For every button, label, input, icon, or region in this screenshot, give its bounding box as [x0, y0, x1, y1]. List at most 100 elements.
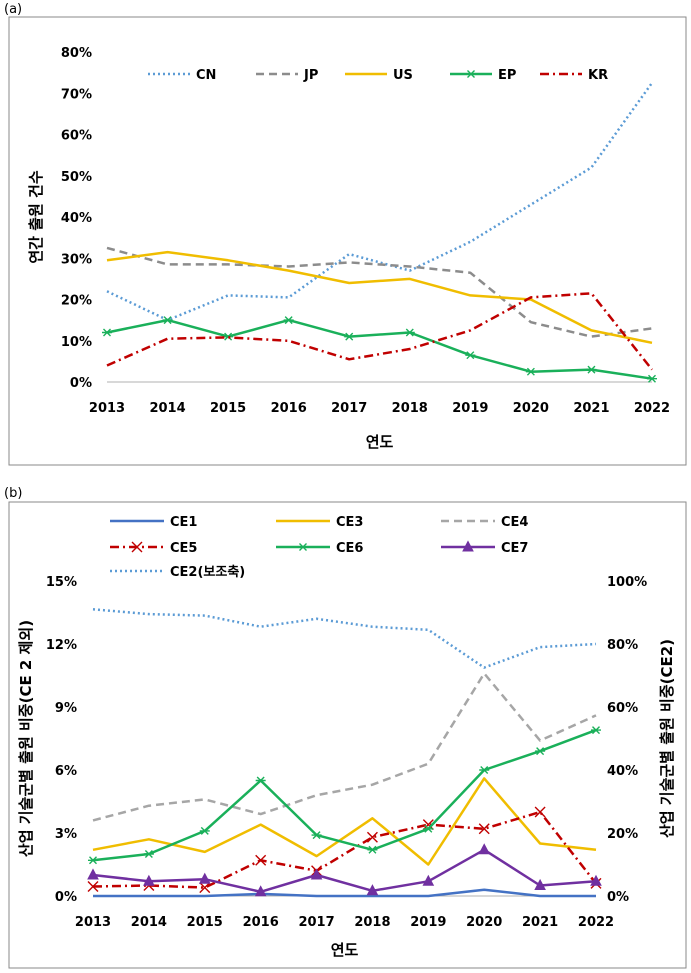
chart-a-series-ep-point [162, 316, 173, 325]
chart-a-x-tick-label: 2015 [210, 401, 246, 416]
chart-b-series-ce6-point [591, 726, 601, 735]
chart-b-y2-axis-title: 산업 기술군별 출원 비중(CE2) [658, 639, 676, 838]
chart-a-series-ep-point [465, 351, 476, 360]
chart-b-legend-ce6-label: CE6 [336, 541, 363, 556]
chart-a-y-tick-label: 20% [61, 294, 92, 309]
chart-b-series-ce5-point [534, 806, 546, 818]
chart-a-x-tick-label: 2022 [634, 401, 670, 416]
chart-b-series-ce7-point [534, 878, 546, 890]
chart-b-series-ce6-point [143, 850, 154, 858]
chart-a-legend-us-label: US [393, 68, 413, 83]
chart-b-x-tick-label: 2020 [466, 915, 502, 930]
chart-b-series-ce6-point [423, 824, 434, 833]
chart-b-legend-ce4-label: CE4 [501, 515, 528, 530]
chart-b-series-ce7-line [92, 848, 597, 894]
panel-b-label: (b) [4, 486, 23, 501]
chart-a-x-tick-label: 2013 [89, 401, 125, 416]
chart-b-x-tick-label: 2015 [187, 915, 223, 930]
chart-b-y-tick-label: 15% [46, 575, 77, 590]
chart-b-y2-tick-label: 40% [607, 764, 638, 779]
chart-a-frame [8, 16, 687, 466]
chart-b-x-tick-label: 2014 [131, 915, 167, 930]
chart-a-x-tick-label: 2014 [149, 401, 185, 416]
chart-b-series-ce7-point [310, 868, 323, 880]
chart-b-series-ce6-point [535, 747, 546, 756]
chart-b-legend-ce1-label: CE1 [170, 515, 197, 530]
chart-a-x-axis-title: 연도 [366, 433, 394, 451]
panel-a-label: (a) [4, 2, 23, 17]
chart-b-series-ce7-point [198, 872, 211, 884]
chart-b-y-tick-label: 3% [55, 827, 77, 842]
chart-b-x-tick-label: 2021 [522, 915, 558, 930]
chart-a-x-tick-label: 2020 [513, 401, 549, 416]
chart-a-series-ep-point [647, 374, 657, 383]
chart-a-series-ep-point [586, 365, 597, 374]
chart-b-legend-ce7-swatch-marker [462, 540, 474, 552]
chart-a-x-tick-label: 2021 [573, 401, 609, 416]
chart-a-y-tick-label: 60% [61, 129, 92, 144]
chart-a-x-tick-label: 2016 [271, 401, 307, 416]
chart-a-x-tick-label: 2017 [331, 401, 367, 416]
chart-a-legend-ep-swatch-marker [466, 70, 476, 78]
chart-b-series-ce5-point [478, 823, 490, 835]
chart-a-x-tick-label: 2019 [452, 401, 488, 416]
chart-b-legend-ce7-label: CE7 [501, 541, 528, 556]
chart-a-y-axis-title: 연간 출원 건수 [27, 170, 45, 263]
chart-b-series-ce5-point [255, 854, 267, 866]
chart-b-x-tick-label: 2018 [354, 915, 390, 930]
chart-b-x-tick-label: 2022 [578, 915, 614, 930]
chart-a-legend-cn-label: CN [196, 68, 216, 83]
chart-b-legend-ce2-label: CE2(보조축) [170, 564, 245, 580]
chart-b-x-tick-label: 2016 [243, 915, 279, 930]
chart-b-x-tick-label: 2019 [410, 915, 446, 930]
chart-b-series-ce6-point [311, 831, 322, 840]
chart-a-series-jp-line [106, 246, 653, 338]
chart-b-y-tick-label: 9% [55, 701, 77, 716]
chart-b-legend-ce3-label: CE3 [336, 515, 363, 530]
chart-b-series-ce5-line [92, 810, 597, 889]
chart-a-y-tick-label: 50% [61, 170, 92, 185]
chart-b-series-ce5-point [422, 819, 434, 831]
chart-b-series-ce7-point [422, 874, 435, 886]
chart-a-y-tick-label: 0% [70, 376, 92, 391]
chart-b-series-ce7-point [87, 868, 99, 880]
chart-a-legend-kr-label: KR [588, 68, 608, 83]
chart-b-y2-tick-label: 0% [607, 890, 629, 905]
chart-a-series-kr-line [106, 292, 653, 371]
chart-b-series-ce7-point [366, 884, 379, 896]
chart-b-series-ce6-point [479, 766, 490, 774]
chart-b-series-ce6-line [92, 728, 597, 862]
chart-b-x-axis-title: 연도 [331, 941, 359, 959]
chart-b-series-ce1-line [93, 888, 596, 898]
chart-b-y-tick-label: 0% [55, 890, 77, 905]
chart-b-y-tick-label: 6% [55, 764, 77, 779]
chart-b-series-ce6-point [367, 845, 378, 854]
chart-b-series-ce7-point [590, 874, 602, 886]
chart-a-y-tick-label: 40% [61, 211, 92, 226]
chart-a-y-tick-label: 70% [61, 87, 92, 102]
chart-b-series-ce7-point [254, 885, 267, 897]
chart-a-y-tick-label: 80% [61, 46, 92, 61]
chart-b-series-ce6-point [255, 776, 266, 785]
chart-b-y2-tick-label: 60% [607, 701, 638, 716]
chart-b-legend-ce5-swatch-marker [131, 541, 143, 553]
chart-b-series-ce4-line [92, 672, 597, 822]
chart-b-y-axis-title: 산업 기술군별 출원 비중(CE 2 제외) [17, 620, 35, 857]
chart-b-series-ce6-point [199, 826, 210, 835]
chart-a-series-ep-point [404, 328, 415, 337]
chart-a-legend-jp-label: JP [303, 68, 318, 83]
chart-b-series-ce7-point [143, 874, 155, 886]
chart-a-series-ep-point [102, 328, 112, 337]
chart-b-frame [8, 501, 687, 969]
chart-b-series-ce7-point [478, 843, 491, 855]
chart-a-series-us-line [106, 250, 653, 345]
chart-b-series-ce6-point [88, 856, 98, 865]
chart-b-legend-ce6-swatch-marker [298, 543, 308, 551]
chart-a-legend-ep-label: EP [498, 68, 516, 83]
chart-b-legend-ce5-label: CE5 [170, 541, 197, 556]
chart-b-x-tick-label: 2013 [75, 915, 111, 930]
chart-a-series-ep-line [106, 318, 653, 380]
chart-a-series-ep-point [223, 332, 234, 341]
chart-b-series-ce5-point [87, 881, 99, 893]
chart-b-x-tick-label: 2017 [298, 915, 334, 930]
